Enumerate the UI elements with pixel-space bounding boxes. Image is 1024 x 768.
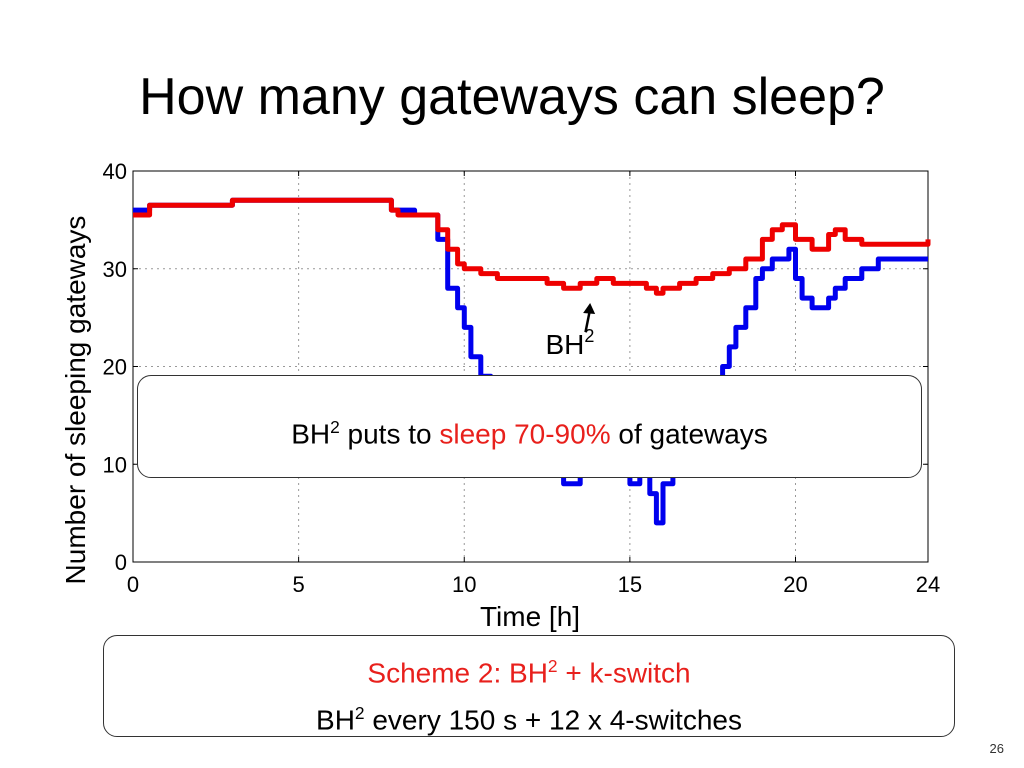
scheme-line-1-prefix: Scheme 2: BH: [367, 657, 548, 689]
x-tick-label: 5: [293, 572, 305, 597]
scheme-line-2: BH2 every 150 s + 12 x 4-switches: [104, 693, 954, 740]
line-chart: 0 5 10 15 20 24 0 10 20 30 40 Time [h] Number of s…: [60, 159, 941, 632]
page-number: 26: [989, 741, 1004, 756]
tick-labels: 0 5 10 15 20 24 0 10 20 30 40: [103, 159, 941, 597]
x-tick-label: 24: [916, 572, 940, 597]
scheme-line-2-suffix: every 150 s + 12 x 4-switches: [364, 704, 742, 736]
annotation-sup: 2: [584, 326, 594, 346]
scheme-line-2-sup: 2: [354, 703, 365, 724]
callout-suffix: of gateways: [610, 418, 768, 450]
svg-text:BH2: BH2: [546, 326, 595, 360]
grid-lines: [133, 171, 928, 562]
scheme-line-1-sup: 2: [547, 656, 558, 676]
y-tick-label: 30: [103, 257, 127, 282]
annotation-arrow-head: [583, 302, 596, 314]
y-tick-label: 0: [115, 550, 127, 575]
series-line-1: [133, 197, 931, 296]
x-tick-label: 10: [452, 572, 476, 597]
callout-scheme: Scheme 2: BH2 + k-switch BH2 every 150 s…: [103, 635, 955, 737]
y-axis-label: Number of sleeping gateways: [60, 216, 91, 585]
slide-title: How many gateways can sleep?: [139, 68, 885, 126]
x-tick-label: 20: [783, 572, 807, 597]
y-tick-label: 10: [103, 452, 127, 477]
y-tick-label: 40: [103, 159, 127, 184]
x-tick-label: 0: [127, 572, 139, 597]
scheme-line-1-suffix: + k-switch: [557, 657, 691, 689]
axis-ticks: [132, 170, 929, 563]
annotation-text: BH: [546, 329, 585, 360]
callout-sleep-percentage: BH2 puts to sleep 70-90% of gateways: [137, 375, 922, 478]
y-tick-label: 20: [103, 355, 127, 380]
scheme-line-1: Scheme 2: BH2 + k-switch: [104, 646, 954, 693]
callout-highlight: sleep 70-90%: [439, 418, 611, 450]
callout-bh: BH: [291, 418, 331, 450]
callout-middle: puts to: [339, 418, 440, 450]
series-lines: [133, 197, 931, 526]
callout-bh-sup: 2: [330, 417, 340, 437]
x-tick-label: 15: [618, 572, 642, 597]
scheme-line-2-prefix: BH: [316, 704, 355, 736]
x-axis-label: Time [h]: [480, 601, 580, 632]
annotation-bh2: BH2: [546, 302, 596, 360]
